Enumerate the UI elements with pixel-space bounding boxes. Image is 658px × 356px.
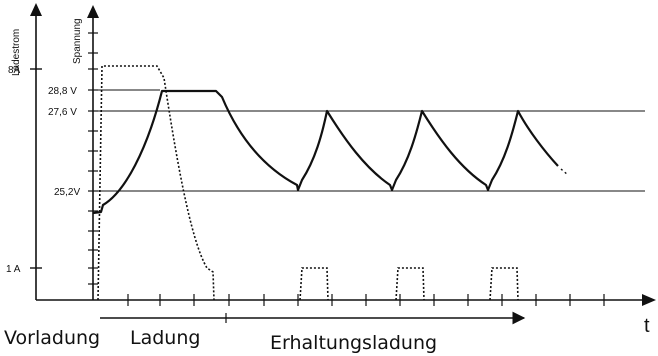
current-tick-label-8a: 8A xyxy=(8,65,21,76)
voltage-axis-ticks xyxy=(88,32,98,285)
phase-label-erhaltungsladung: Erhaltungsladung xyxy=(270,332,437,354)
current-axis-label: Ladestrom xyxy=(11,29,22,76)
current-axis-arrow xyxy=(30,3,42,16)
voltage-curve-tail xyxy=(560,168,569,176)
current-curve xyxy=(97,65,215,301)
voltage-curve xyxy=(92,89,559,215)
voltage-axis-label: Spannung xyxy=(72,18,83,64)
time-axis-ticks xyxy=(127,294,605,306)
time-axis-label: t xyxy=(644,315,650,337)
voltage-tick-label-28-8: 28,8 V xyxy=(48,86,77,97)
phase-label-ladung: Ladung xyxy=(130,327,200,349)
voltage-tick-label-27-6: 27,6 V xyxy=(48,107,77,118)
voltage-tick-label-25-2: 25,2V xyxy=(54,187,80,198)
time-axis-arrow xyxy=(642,294,656,306)
voltage-axis-arrow xyxy=(87,5,99,18)
current-pulse-2 xyxy=(395,267,425,301)
current-pulse-1 xyxy=(299,267,329,301)
phase-label-vorladung: Vorladung xyxy=(4,327,100,349)
current-pulse-3 xyxy=(489,267,519,301)
current-tick-label-1a: 1 A xyxy=(6,264,21,275)
